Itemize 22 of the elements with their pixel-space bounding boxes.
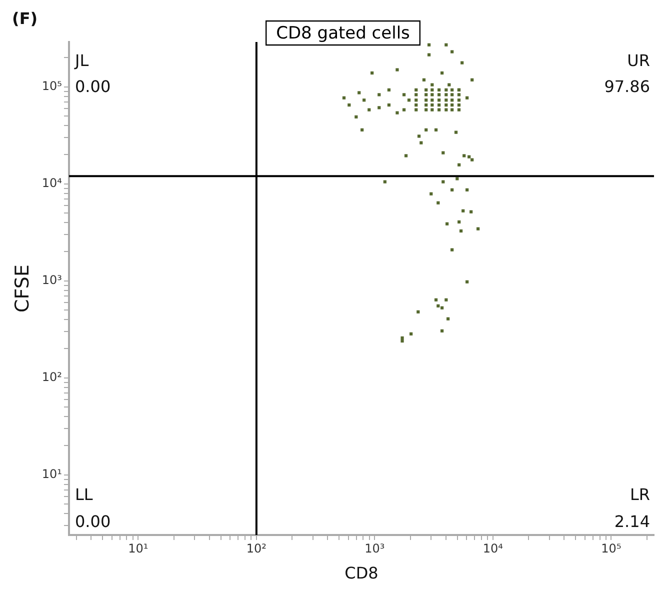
x-axis-title: CD8 (344, 564, 378, 583)
x-tick-label: 10⁵ (601, 541, 622, 556)
y-tick-label: 10² (42, 370, 62, 384)
y-axis-title: CFSE (11, 264, 34, 312)
annotation: JL (74, 51, 89, 70)
x-tick-label: 10⁴ (482, 541, 504, 556)
x-tick-label: 10³ (364, 541, 385, 556)
annotation: LL (75, 485, 93, 504)
chart-title: CD8 gated cells (276, 23, 410, 44)
y-tick-label: 10³ (42, 272, 62, 287)
text: (F) (12, 9, 38, 28)
x-tick-label: 10¹ (128, 541, 148, 556)
y-tick-label: 10⁴ (42, 176, 62, 190)
annotation: LR (630, 485, 650, 504)
annotation: 0.00 (75, 77, 111, 96)
annotation: 2.14 (614, 512, 650, 532)
annotation: UR (627, 51, 650, 70)
x-tick-label: 10² (246, 541, 267, 556)
annotation: 0.00 (75, 512, 111, 532)
y-tick-label: 10¹ (42, 467, 62, 481)
y-tick-label: 10⁵ (42, 78, 62, 93)
annotation: 97.86 (604, 77, 650, 96)
